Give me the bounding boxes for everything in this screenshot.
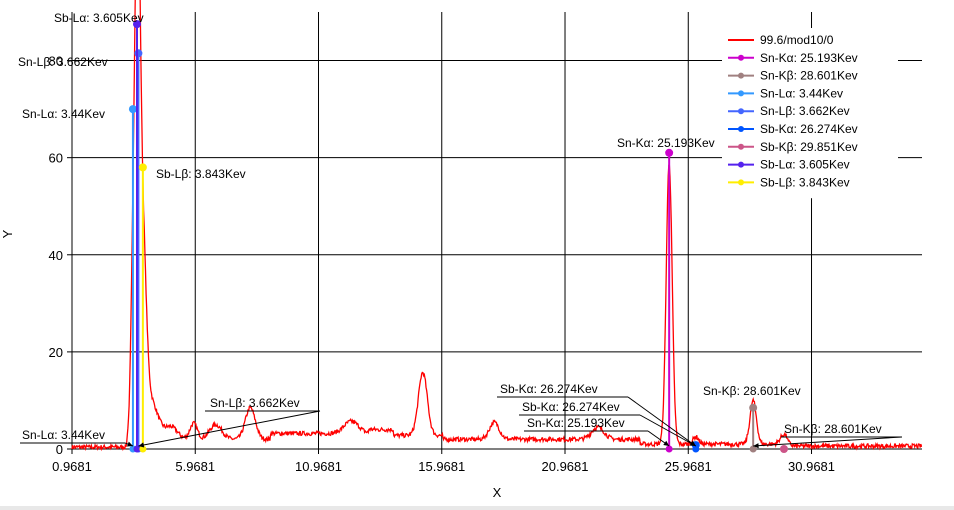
annotation-top: Sn-Lα: 3.44Kev xyxy=(22,107,105,121)
marker-dot xyxy=(749,403,758,412)
spectrum-line xyxy=(71,0,923,452)
legend-entry: Sn-Kα: 25.193Kev xyxy=(760,51,858,65)
x-tick-label: 0.9681 xyxy=(52,459,92,474)
annotation-top: Sb-Lβ: 3.843Kev xyxy=(156,167,246,181)
marker-dot xyxy=(665,148,674,157)
x-tick-label: 5.9681 xyxy=(175,459,215,474)
annotation-top: Sn-Kβ: 28.601Kev xyxy=(703,384,801,398)
y-tick-label: 60 xyxy=(49,151,63,166)
annotation-bottom: Sb-Kα: 26.274Kev xyxy=(522,400,620,414)
legend-entry: 99.6/mod10/0 xyxy=(760,33,834,47)
legend-entry: Sb-Kα: 26.274Kev xyxy=(760,122,858,136)
annotation-top: Sn-Kα: 25.193Kev xyxy=(617,136,715,150)
legend-entry: Sb-Lβ: 3.843Kev xyxy=(760,175,850,189)
marker-dot xyxy=(138,163,147,172)
marker-base-dot xyxy=(749,445,757,453)
annotation-bottom: Sb-Kα: 26.274Kev xyxy=(500,382,598,396)
legend-swatch-dot xyxy=(738,90,744,97)
marker-base-dot xyxy=(665,445,673,453)
y-tick-label: 40 xyxy=(49,248,63,263)
annotation-bottom: Sn-Kβ: 28.601Kev xyxy=(784,422,882,436)
legend-entry: Sb-Lα: 3.605Kev xyxy=(760,158,850,172)
marker-base-dot xyxy=(133,445,141,453)
annotation-bottom: Sn-Lα: 3.44Kev xyxy=(22,428,105,442)
x-tick-label: 15.9681 xyxy=(418,459,465,474)
legend-swatch-dot xyxy=(738,72,744,79)
callout-leader xyxy=(639,414,697,447)
legend-swatch-dot xyxy=(738,143,744,150)
marker-base-dot xyxy=(780,445,788,453)
marker-dot xyxy=(134,49,143,58)
callout-arrowhead xyxy=(138,442,145,448)
legend-entry: Sn-Lα: 3.44Kev xyxy=(760,86,843,100)
legend-swatch-dot xyxy=(738,179,744,186)
callout-leader xyxy=(627,396,697,447)
x-tick-label: 20.9681 xyxy=(542,459,589,474)
marker-lines xyxy=(128,20,788,453)
callout-arrowhead xyxy=(753,443,759,449)
legend-entry: Sn-Lβ: 3.662Kev xyxy=(760,104,850,118)
marker-base-dot xyxy=(692,445,700,453)
bottom-edge xyxy=(0,506,954,510)
callout-arrowhead xyxy=(663,440,670,446)
legend-swatch-dot xyxy=(738,108,744,115)
annotations: Sb-Lα: 3.605Kev Sn-Lβ: 3.662Kev Sn-Lα: 3.4… xyxy=(18,11,903,449)
marker-dot xyxy=(133,20,142,29)
spectrum-series xyxy=(71,0,923,452)
callout-leader xyxy=(138,410,321,447)
callout-arrowhead xyxy=(689,441,696,446)
marker-dot xyxy=(128,105,137,114)
annotation-top: Sb-Lα: 3.605Kev xyxy=(54,11,144,25)
legend-swatch-dot xyxy=(738,54,744,61)
marker-base-dot xyxy=(139,445,147,453)
x-tick-label: 10.9681 xyxy=(295,459,342,474)
callout-arrowhead xyxy=(126,441,133,447)
legend-entry: Sn-Kβ: 28.601Kev xyxy=(760,69,858,83)
x-tick-label: 25.9681 xyxy=(665,459,712,474)
legend: 99.6/mod10/0 Sn-Kα: 25.193Kev Sn-Kβ: 28.60… xyxy=(722,28,898,199)
callout-leader xyxy=(753,436,903,447)
legend-box xyxy=(722,28,898,199)
annotation-bottom: Sn-Lβ: 3.662Kev xyxy=(210,396,300,410)
annotation-bottom: Sn-Kα: 25.193Kev xyxy=(527,416,625,430)
annotation-top: Sn-Lβ: 3.662Kev xyxy=(18,55,108,69)
y-tick-label: 80 xyxy=(49,54,63,69)
y-tick-label: 20 xyxy=(49,345,63,360)
y-tick-label: 0 xyxy=(56,442,63,457)
y-axis-label: Y xyxy=(0,229,15,238)
x-axis-label: X xyxy=(493,485,502,500)
legend-swatch-dot xyxy=(738,161,744,168)
x-tick-label: 30.9681 xyxy=(788,459,835,474)
legend-entry: Sb-Kβ: 29.851Kev xyxy=(760,140,858,154)
legend-swatch-dot xyxy=(738,126,744,132)
